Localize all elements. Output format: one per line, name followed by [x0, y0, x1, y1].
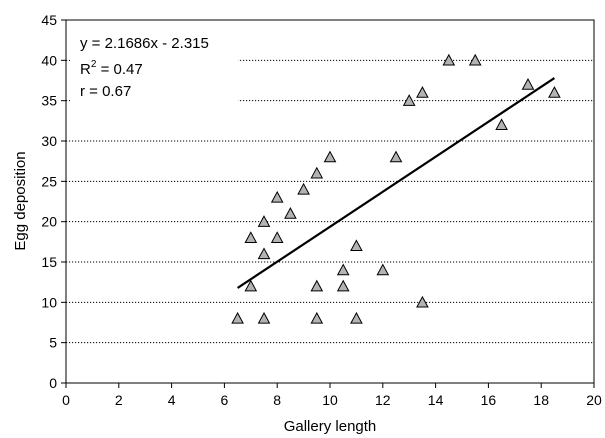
data-point: [350, 239, 363, 252]
data-point: [495, 118, 508, 131]
data-point: [521, 77, 535, 90]
y-axis-title: Egg deposition: [12, 151, 29, 250]
data-point: [244, 231, 258, 243]
data-point: [310, 311, 324, 324]
data-point: [376, 263, 390, 276]
x-tick-label: 12: [375, 392, 391, 408]
data-point: [336, 263, 350, 276]
y-tick-label: 35: [41, 93, 57, 109]
r-squared-label: R2 = 0.47: [80, 59, 143, 78]
equation-label: y = 2.1686x - 2.315: [80, 35, 209, 52]
x-tick-label: 10: [322, 392, 338, 408]
r-squared-prefix: R: [80, 61, 91, 78]
data-point: [270, 231, 284, 243]
x-tick-label: 4: [168, 392, 176, 408]
annotation-background: [70, 24, 238, 102]
data-point: [310, 279, 324, 292]
x-tick-label: 14: [428, 392, 444, 408]
data-point: [350, 311, 363, 324]
y-tick-label: 5: [49, 335, 57, 351]
x-axis-ticks: 0 2 4 6 8 10 12 14 16 18 20: [62, 383, 602, 408]
plot-area-border: [65, 19, 595, 384]
x-tick-label: 6: [221, 392, 229, 408]
data-point: [468, 53, 482, 66]
y-tick-label: 20: [41, 214, 57, 230]
data-point: [402, 94, 416, 106]
data-point: [257, 215, 271, 227]
correlation-label: r = 0.67: [80, 83, 131, 100]
data-point: [284, 207, 297, 219]
data-point: [416, 295, 429, 308]
data-point: [257, 311, 271, 324]
y-tick-label: 40: [41, 52, 57, 68]
y-tick-label: 45: [41, 12, 57, 28]
y-axis-ticks: 0 5 10 15 20 25 30 35 40 45: [41, 12, 66, 391]
x-tick-label: 0: [62, 392, 70, 408]
data-point: [231, 311, 244, 324]
gridlines: [66, 59, 594, 344]
x-tick-label: 8: [273, 392, 281, 408]
trendline: [236, 77, 556, 289]
x-tick-label: 20: [586, 392, 602, 408]
data-point: [442, 53, 456, 66]
y-tick-label: 30: [41, 133, 57, 149]
x-tick-label: 18: [533, 392, 549, 408]
data-point: [310, 166, 324, 179]
data-point: [270, 190, 284, 203]
data-points: [231, 53, 561, 324]
r-squared-value: = 0.47: [96, 61, 142, 78]
y-tick-label: 0: [49, 375, 57, 391]
x-tick-label: 2: [115, 392, 123, 408]
data-point: [244, 279, 258, 292]
data-point: [389, 150, 403, 163]
r-squared-superscript: 2: [91, 59, 97, 70]
data-point: [257, 247, 271, 260]
y-tick-label: 25: [41, 173, 57, 189]
data-point: [336, 279, 350, 292]
data-point: [323, 150, 337, 163]
x-tick-label: 16: [481, 392, 497, 408]
data-point: [297, 182, 310, 195]
data-point: [416, 86, 429, 98]
data-point: [548, 86, 561, 98]
x-axis-title: Gallery length: [284, 418, 377, 435]
y-tick-label: 15: [41, 254, 57, 270]
y-tick-label: 10: [41, 294, 57, 310]
